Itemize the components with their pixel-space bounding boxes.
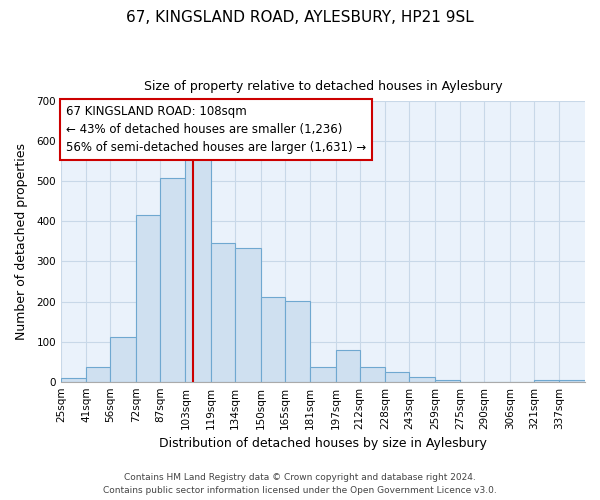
X-axis label: Distribution of detached houses by size in Aylesbury: Distribution of detached houses by size … bbox=[159, 437, 487, 450]
Bar bbox=[359, 367, 385, 382]
Text: Contains HM Land Registry data © Crown copyright and database right 2024.
Contai: Contains HM Land Registry data © Crown c… bbox=[103, 474, 497, 495]
Bar bbox=[185, 150, 211, 382]
Bar bbox=[235, 248, 260, 382]
Bar bbox=[409, 377, 435, 382]
Bar bbox=[435, 380, 460, 382]
Bar bbox=[385, 372, 409, 382]
Bar bbox=[211, 244, 235, 382]
Bar bbox=[86, 367, 110, 382]
Text: 67 KINGSLAND ROAD: 108sqm
← 43% of detached houses are smaller (1,236)
56% of se: 67 KINGSLAND ROAD: 108sqm ← 43% of detac… bbox=[66, 106, 367, 154]
Bar bbox=[160, 178, 185, 382]
Bar bbox=[136, 216, 160, 382]
Bar bbox=[559, 380, 585, 382]
Bar bbox=[534, 380, 559, 382]
Y-axis label: Number of detached properties: Number of detached properties bbox=[15, 143, 28, 340]
Bar bbox=[260, 296, 284, 382]
Bar bbox=[61, 378, 86, 382]
Bar bbox=[310, 367, 335, 382]
Bar bbox=[335, 350, 359, 382]
Text: 67, KINGSLAND ROAD, AYLESBURY, HP21 9SL: 67, KINGSLAND ROAD, AYLESBURY, HP21 9SL bbox=[126, 10, 474, 25]
Bar bbox=[110, 337, 136, 382]
Title: Size of property relative to detached houses in Aylesbury: Size of property relative to detached ho… bbox=[143, 80, 502, 93]
Bar bbox=[284, 300, 310, 382]
